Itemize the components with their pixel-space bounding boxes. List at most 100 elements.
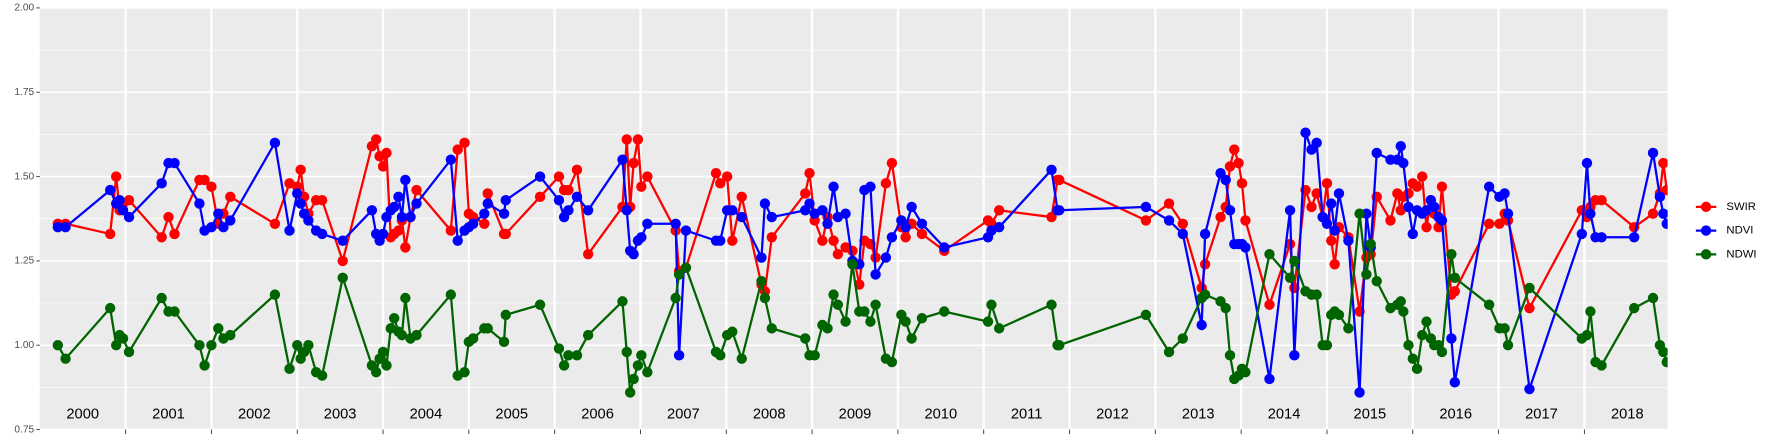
data-point [1494, 218, 1505, 229]
data-point [865, 181, 876, 192]
data-point [673, 350, 685, 361]
data-point [828, 181, 839, 192]
x-tick-label: 2002 [238, 407, 271, 423]
data-point [295, 164, 306, 176]
data-point [1284, 205, 1296, 216]
data-point [1300, 127, 1311, 138]
data-point [715, 178, 726, 189]
data-point [156, 178, 167, 189]
data-point [563, 350, 574, 361]
data-point [1329, 259, 1340, 270]
data-point [534, 191, 546, 203]
data-point [906, 201, 917, 213]
data-point [982, 316, 994, 327]
data-point [1436, 346, 1448, 358]
data-point [621, 346, 632, 358]
data-point [1046, 211, 1057, 223]
data-point [832, 299, 844, 310]
data-point [225, 329, 236, 341]
data-point [1411, 181, 1423, 192]
legend-label: SWIR [1726, 201, 1756, 213]
data-point [225, 191, 236, 203]
data-point [1329, 225, 1340, 236]
data-point [156, 292, 167, 304]
data-point [1199, 289, 1211, 300]
data-point [389, 313, 400, 324]
data-point [117, 333, 129, 344]
data-point [721, 171, 733, 182]
data-point [104, 228, 116, 240]
data-point [1661, 356, 1668, 368]
data-point [1224, 350, 1236, 361]
data-point [534, 299, 546, 310]
data-point [727, 205, 738, 216]
data-point [804, 198, 815, 209]
data-point [680, 225, 692, 236]
data-point [804, 168, 815, 179]
data-point [916, 228, 928, 240]
data-point [1321, 178, 1333, 189]
data-point [563, 205, 574, 216]
data-point [393, 225, 404, 236]
data-point [1163, 198, 1175, 209]
data-point [370, 367, 382, 378]
data-point [832, 248, 844, 260]
x-tick-label: 2017 [1525, 407, 1558, 423]
data-point [756, 275, 767, 287]
data-point [1343, 323, 1354, 334]
data-point [900, 232, 911, 243]
data-point [1483, 181, 1495, 192]
data-point [1398, 157, 1409, 169]
data-point [1524, 302, 1535, 314]
data-point [1647, 208, 1659, 219]
data-point [163, 211, 174, 223]
data-point [1585, 208, 1596, 219]
data-point [939, 306, 950, 317]
data-point [206, 181, 217, 192]
data-point [1177, 333, 1189, 344]
data-point [736, 211, 747, 223]
x-tick-label: 2018 [1611, 407, 1644, 423]
data-point [1321, 340, 1333, 351]
y-tick-label: 2.00 [14, 3, 34, 14]
data-point [800, 188, 811, 199]
data-point [636, 350, 647, 361]
data-point [1354, 387, 1365, 398]
data-point [1140, 201, 1152, 213]
data-point [736, 191, 747, 203]
x-tick-label: 2001 [152, 407, 185, 423]
data-point [993, 323, 1005, 334]
data-point [1658, 346, 1668, 358]
data-point [628, 248, 639, 260]
data-point [642, 367, 653, 378]
data-point [624, 387, 636, 398]
data-point [1395, 296, 1406, 307]
data-point [377, 346, 389, 358]
data-point [292, 340, 303, 351]
data-point [1449, 377, 1461, 388]
data-point [880, 178, 892, 189]
data-point [479, 218, 490, 229]
data-point [628, 373, 639, 385]
data-point [900, 221, 911, 233]
data-point [284, 363, 295, 375]
data-point [1398, 306, 1409, 317]
data-point [1046, 299, 1057, 310]
data-point [766, 323, 777, 334]
data-point [1199, 259, 1211, 270]
data-point [1628, 302, 1640, 314]
data-point [110, 340, 122, 351]
data-point [400, 242, 411, 253]
data-point [993, 205, 1005, 216]
data-point [269, 289, 281, 300]
data-point [1502, 208, 1514, 219]
data-point [1576, 228, 1588, 240]
data-point [1417, 171, 1428, 182]
data-point [1236, 178, 1248, 189]
data-point [1581, 329, 1593, 341]
data-point [381, 147, 392, 159]
data-point [817, 205, 828, 216]
data-point [880, 252, 892, 263]
